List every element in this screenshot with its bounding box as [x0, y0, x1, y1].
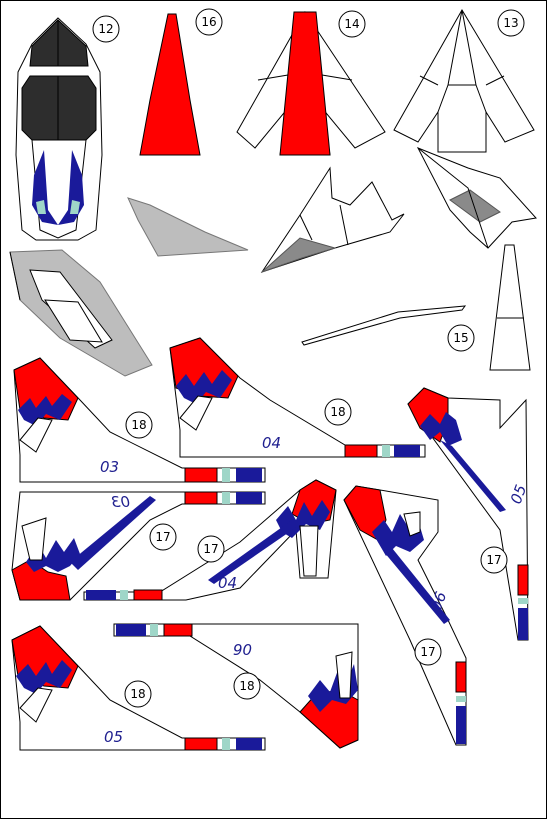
part-number-17-circle-c — [197, 535, 225, 563]
part-number-12: 12 — [98, 22, 113, 36]
tail-04-middle: 04 18 — [169, 337, 426, 458]
tail-code-04-centre: 04 — [218, 574, 237, 592]
tail-06-mirrored-lower: 06 18 — [113, 623, 359, 749]
part-number-16-circle — [195, 8, 223, 36]
tail-code-04-top: 04 — [262, 434, 281, 452]
part-number-17-c: 17 — [203, 542, 218, 556]
part-number-17-a: 17 — [486, 553, 501, 567]
assembly-wing-grey — [127, 197, 249, 257]
part-number-14: 14 — [344, 17, 359, 31]
part-number-18-d: 18 — [239, 679, 254, 693]
part-number-17-circle-d — [414, 638, 442, 666]
part-number-17-b: 17 — [155, 530, 170, 544]
tail-03-left: 03 18 — [13, 357, 266, 483]
part-12-cockpit: 12 — [15, 15, 120, 241]
tail-code-03-top: 03 — [100, 458, 119, 476]
part-number-17-circle-b — [149, 523, 177, 551]
tail-05-lower-left: 05 18 — [11, 625, 266, 751]
part-16-red-fin: 16 — [139, 8, 223, 156]
tail-code-05-right: 05 — [507, 482, 530, 506]
part-number-13: 13 — [503, 16, 518, 30]
tail-04-centre: 04 17 — [83, 479, 337, 601]
part-number-18-b: 18 — [330, 405, 345, 419]
part-number-14-circle — [338, 10, 366, 38]
part-number-17-d: 17 — [420, 645, 435, 659]
part-number-15-circle — [447, 324, 475, 352]
part-number-15: 15 — [453, 331, 468, 345]
part-number-17-circle-a — [480, 546, 508, 574]
part-number-18-circle-a — [125, 411, 153, 439]
tail-03-mirrored-left: 03 17 — [11, 491, 266, 601]
part-number-16: 16 — [201, 15, 216, 29]
part-number-12-circle — [92, 15, 120, 43]
tail-code-06-rotated: 06 — [427, 589, 450, 613]
part-14-fuselage-top: 14 — [236, 10, 386, 156]
assembly-nose-view — [416, 147, 537, 249]
assembly-glider-folded — [260, 166, 405, 273]
part-spine-outline — [489, 244, 531, 371]
part-13-fuselage-bottom: 13 — [393, 9, 535, 153]
tail-code-06-mirrored: 06 — [233, 640, 252, 658]
part-15-strip: 15 — [301, 305, 475, 352]
part-number-18-circle-d — [233, 672, 261, 700]
tail-code-03-mirrored: 03 — [111, 493, 130, 511]
part-number-18-circle-c — [124, 680, 152, 708]
tail-06-right-centre: 06 17 — [343, 485, 467, 746]
assembly-canopy-frame — [9, 249, 153, 377]
part-number-18-circle-b — [324, 398, 352, 426]
part-number-18-c: 18 — [130, 687, 145, 701]
tail-05-right: 05 17 — [407, 387, 530, 641]
part-number-13-circle — [497, 9, 525, 37]
part-number-18-a: 18 — [131, 418, 146, 432]
tail-code-05-bottom: 05 — [104, 728, 123, 746]
